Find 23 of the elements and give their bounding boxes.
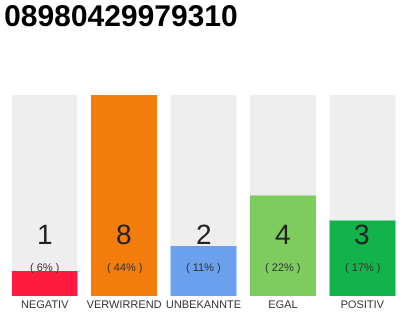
x-tick-label: EGAL — [268, 299, 298, 311]
bar — [170, 246, 236, 296]
x-tick-label: POSITIV — [340, 299, 385, 311]
data-label: 2 — [196, 219, 212, 250]
bar — [91, 95, 158, 296]
data-label: 4 — [275, 219, 291, 250]
x-tick-label: NEGATIV — [20, 299, 70, 311]
annotation: ( 11% ) — [186, 262, 221, 274]
data-label: 3 — [354, 219, 370, 250]
bar — [329, 95, 396, 221]
annotation: ( 17% ) — [345, 262, 380, 274]
data-label: 1 — [37, 219, 53, 250]
data-label: 8 — [116, 219, 132, 250]
x-tick-label: VERWIRREND — [86, 299, 162, 311]
x-tick-label: UNBEKANNTE — [166, 299, 242, 311]
chart-title: 08980429979310 — [4, 0, 238, 33]
annotation: ( 22% ) — [265, 262, 300, 274]
annotation: ( 6% ) — [30, 262, 60, 274]
bar — [250, 196, 316, 296]
bar — [170, 95, 236, 246]
bar — [250, 95, 316, 196]
annotation: ( 44% ) — [107, 262, 142, 274]
bar — [329, 220, 396, 296]
